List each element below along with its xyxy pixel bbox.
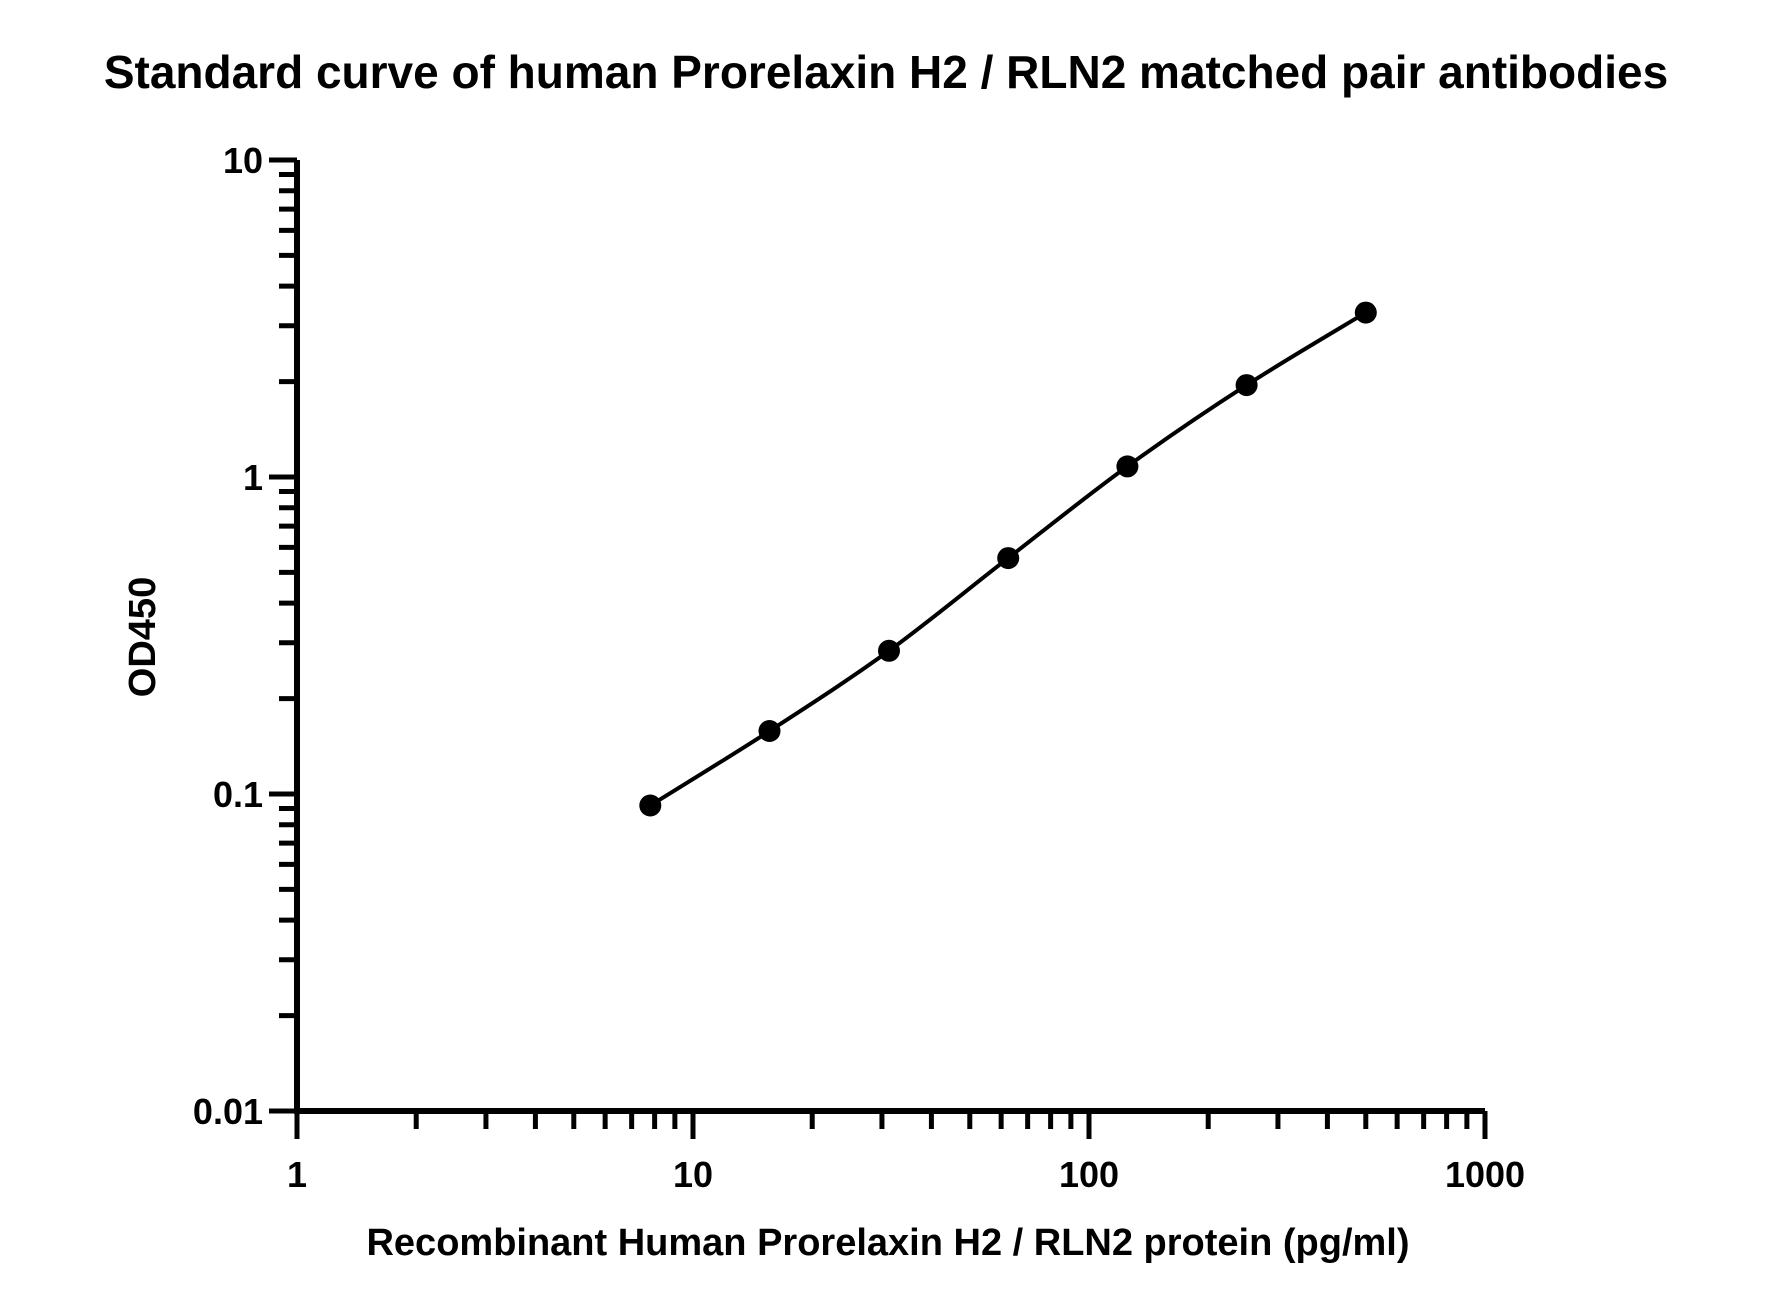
y-tick-label: 1 [243, 457, 263, 498]
x-tick-label: 1 [287, 1154, 307, 1195]
data-point [639, 794, 662, 817]
y-tick-label: 0.1 [213, 774, 263, 815]
x-tick-label: 10 [673, 1154, 713, 1195]
data-point [1235, 374, 1258, 397]
x-tick-label: 1000 [1445, 1154, 1525, 1195]
x-axis: 1 10 100 1000 [287, 1108, 1525, 1195]
data-point [997, 547, 1020, 570]
x-tick-label: 100 [1059, 1154, 1119, 1195]
y-tick-label: 10 [223, 140, 263, 181]
y-axis-label: OD450 [122, 577, 164, 697]
data-points [639, 301, 1377, 817]
plot-area [639, 301, 1377, 817]
y-tick-label: 0.01 [193, 1091, 263, 1132]
chart-title: Standard curve of human Prorelaxin H2 / … [104, 46, 1668, 98]
y-axis: 0.01 0.1 1 10 [193, 140, 300, 1132]
data-point [878, 639, 900, 662]
data-point [1116, 455, 1139, 478]
data-point [1354, 301, 1377, 324]
x-axis-label: Recombinant Human Prorelaxin H2 / RLN2 p… [366, 1222, 1409, 1264]
data-point [758, 720, 781, 742]
